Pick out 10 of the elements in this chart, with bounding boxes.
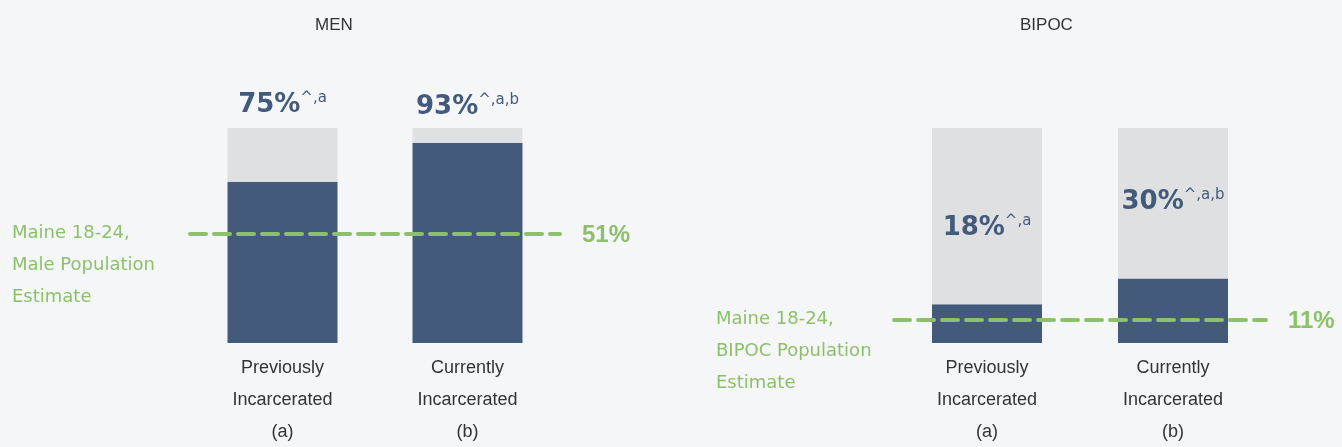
x-tick-label: Previously Incarcerated (a) [936,357,1038,441]
ref-line-label: 51% [582,219,631,247]
text: Maine 18-24, BIPOC Population Estimate [716,306,878,392]
x-tick-label: Currently Incarcerated (b) [417,357,518,441]
x-tick-label: Previously Incarcerated (a) [232,357,333,441]
text: Maine 18-24, Male Population Estimate [12,220,161,306]
x-tick-label: Currently Incarcerated (b) [1122,357,1224,441]
ref-line-label: 11% [1288,305,1335,333]
chart-title: MEN [315,15,353,34]
chart-title: BIPOC [1020,15,1073,34]
